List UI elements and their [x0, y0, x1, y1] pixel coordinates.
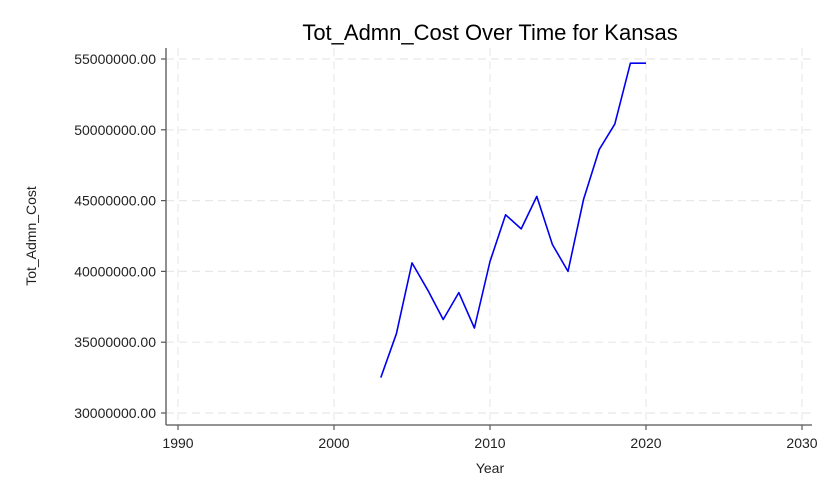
x-tick-label: 2020 — [630, 435, 661, 451]
chart-title: Tot_Admn_Cost Over Time for Kansas — [302, 20, 677, 45]
y-tick-label: 50000000.00 — [74, 122, 156, 138]
y-axis-label: Tot_Admn_Cost — [23, 186, 39, 286]
y-tick-label: 35000000.00 — [74, 334, 156, 350]
tick-labels: 30000000.00 35000000.00 40000000.00 4500000… — [74, 51, 818, 451]
series-line — [380, 62, 646, 378]
axes — [161, 48, 812, 430]
x-tick-label: 2010 — [474, 435, 505, 451]
y-tick-label: 30000000.00 — [74, 405, 156, 421]
x-axis-label: Year — [476, 460, 505, 476]
y-tick-label: 40000000.00 — [74, 263, 156, 279]
series-group — [380, 62, 647, 378]
x-tick-label: 2000 — [318, 435, 349, 451]
y-tick-label: 55000000.00 — [74, 51, 156, 67]
x-tick-label: 1990 — [162, 435, 193, 451]
y-tick-label: 45000000.00 — [74, 193, 156, 209]
x-tick-label: 2030 — [786, 435, 817, 451]
grid-lines — [166, 48, 812, 425]
